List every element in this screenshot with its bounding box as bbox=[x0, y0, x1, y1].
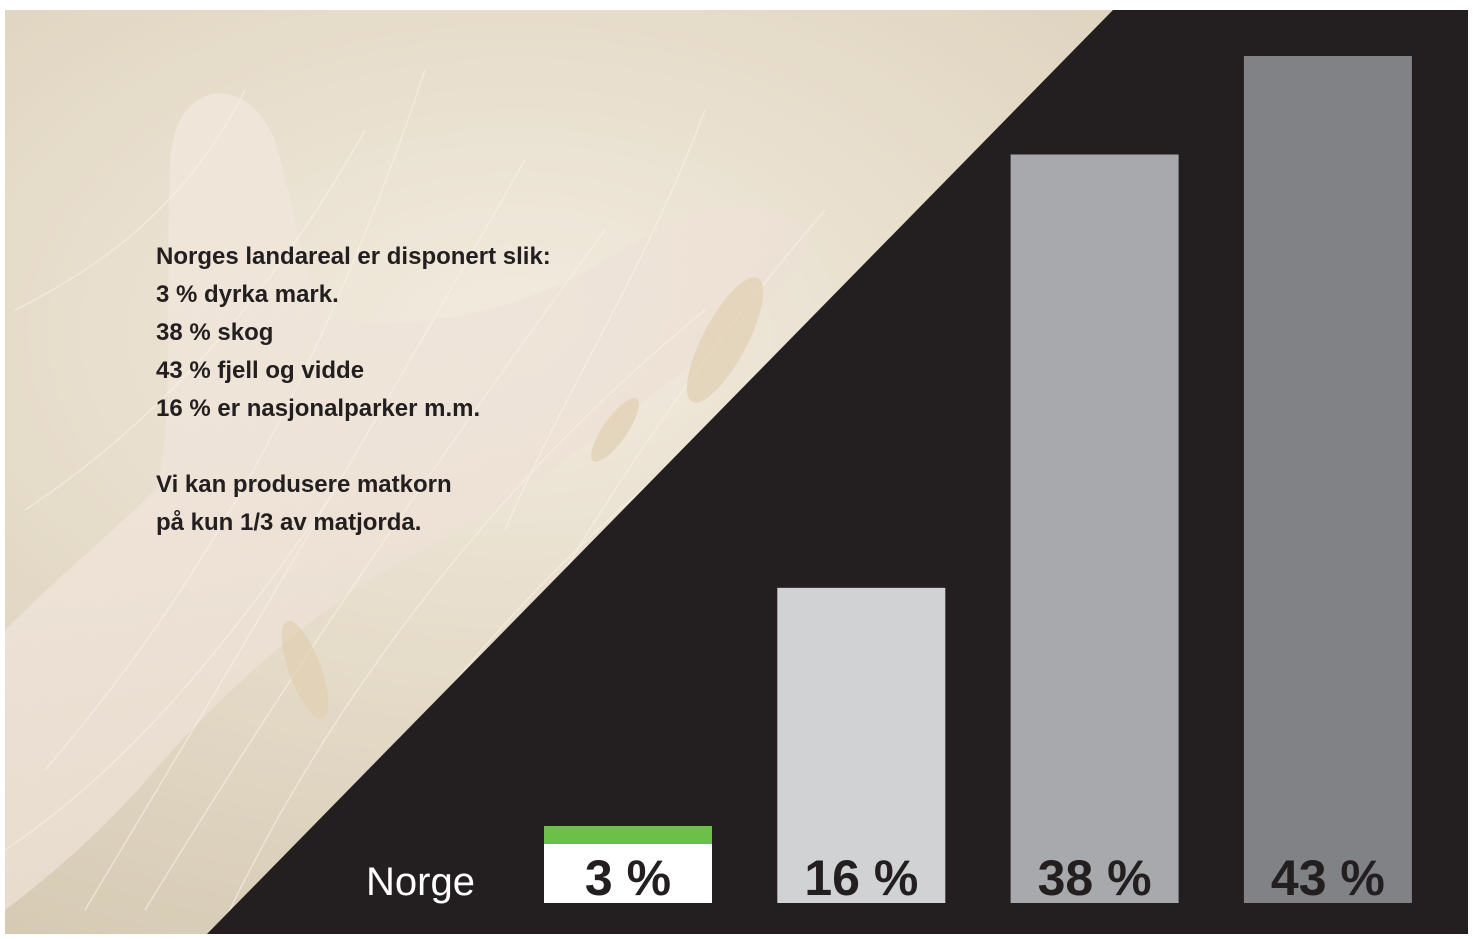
bar-forest bbox=[1010, 154, 1179, 903]
info-line-national-parks: 16 % er nasjonalparker m.m. bbox=[156, 395, 481, 422]
info-line-forest: 38 % skog bbox=[156, 319, 274, 346]
bar-value-label: 38 % bbox=[1038, 850, 1152, 906]
info-note-line-1: Vi kan produsere matkorn bbox=[156, 471, 452, 498]
bar-accent-farmland bbox=[544, 826, 712, 844]
info-heading: Norges landareal er disponert slik: bbox=[156, 243, 551, 270]
bar-value-label: 3 % bbox=[585, 850, 671, 906]
bar-national-parks bbox=[777, 587, 946, 903]
bar-mountain bbox=[1243, 56, 1412, 903]
info-line-farmland: 3 % dyrka mark. bbox=[156, 281, 339, 308]
bar-value-label: 43 % bbox=[1271, 850, 1385, 906]
region-label: Norge bbox=[366, 860, 475, 904]
hand-shape bbox=[5, 93, 807, 911]
info-text: Norges landareal er disponert slik: 3 % … bbox=[156, 238, 551, 542]
bar-value-label: 16 % bbox=[804, 850, 918, 906]
info-note-line-2: på kun 1/3 av matjorda. bbox=[156, 509, 422, 536]
info-line-mountain: 43 % fjell og vidde bbox=[156, 357, 365, 384]
